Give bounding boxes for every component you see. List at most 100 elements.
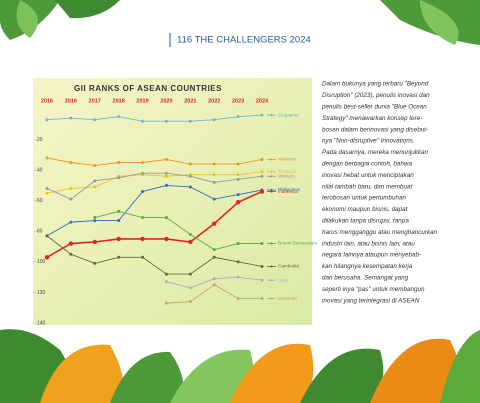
legend-label: Cambodia (278, 264, 299, 269)
data-point (93, 219, 97, 223)
x-tick-label: 2023 (232, 98, 244, 104)
article: Dalam bukunya yang terbaru "Beyond Disrup… (321, 81, 438, 305)
data-point (141, 161, 145, 164)
data-point (236, 193, 240, 197)
data-point (141, 216, 145, 220)
data-point (93, 179, 97, 183)
data-point (93, 164, 97, 168)
article-line: bosan dalam berinovasi yang disebut- (322, 126, 428, 133)
article-line: dan berusaha. Semangat yang (322, 274, 409, 281)
data-point (212, 255, 216, 259)
x-tick-label: 2021 (184, 98, 196, 104)
data-point (93, 216, 97, 220)
data-point (141, 171, 145, 175)
data-point (45, 156, 49, 160)
article-line: seperti inya "pas" untuk membangun (322, 286, 425, 293)
y-tick-label: 100 (37, 259, 46, 265)
x-tick-label: 2024 (256, 98, 269, 104)
data-point (164, 280, 168, 284)
article-line: nilai tambah baru, dan membuat (322, 183, 413, 190)
legend-label: Thailand (278, 169, 296, 174)
data-point (212, 173, 216, 177)
legend-dot (270, 265, 273, 268)
article-line: negara lainnya ataupun menyebab- (322, 252, 421, 259)
data-point (260, 157, 264, 161)
article-line: harus mengganggu atau menghancurkan (322, 229, 438, 236)
article-line: terobosan untuk pertumbuhan (322, 195, 407, 202)
article-line: ekonomi maupun bisnis, dapat (322, 206, 408, 213)
data-point (236, 260, 240, 264)
data-point (235, 200, 241, 205)
data-point (236, 275, 240, 279)
data-point (188, 239, 193, 245)
x-tick-label: 2022 (208, 98, 220, 104)
data-point (141, 119, 145, 123)
data-point (236, 115, 240, 119)
data-point (260, 170, 264, 174)
series-line (46, 157, 263, 167)
data-point (93, 261, 97, 265)
data-point (164, 183, 168, 187)
data-point (164, 119, 168, 123)
legend-dot (270, 170, 273, 173)
legend-label: Laos (278, 277, 289, 282)
legend-dot (270, 158, 273, 161)
series-line (46, 190, 263, 258)
data-point (164, 157, 168, 161)
data-point (93, 118, 97, 122)
data-point (45, 186, 49, 190)
data-point (69, 161, 73, 164)
data-point (69, 186, 73, 190)
legend-label: Malaysia (278, 157, 297, 162)
article-line: Strategy" menawarkan konsep tere- (322, 115, 422, 122)
article-line: kan hilangnya kesempatan kerja (322, 263, 413, 270)
chart-title: GII RANKS OF ASEAN COUNTRIES (74, 84, 222, 93)
legend-dot (270, 190, 273, 193)
data-point (69, 197, 73, 201)
x-tick-label: 2017 (89, 98, 101, 104)
data-point (164, 174, 168, 178)
data-point (212, 283, 216, 287)
data-point (93, 185, 97, 189)
legend-dot (270, 279, 273, 282)
legend-dot (270, 114, 273, 117)
article-line: nya "Non-disruptive" Innovations. (322, 138, 415, 145)
data-point (212, 248, 216, 252)
data-point (236, 173, 240, 177)
data-point (212, 180, 216, 184)
y-tick-label: 140 (37, 320, 46, 326)
data-point (188, 232, 192, 236)
data-point (188, 185, 192, 189)
data-point (260, 264, 264, 268)
data-point (188, 286, 192, 290)
x-tick-label: 2020 (160, 98, 172, 104)
series-line (46, 184, 263, 237)
article-line: dengan berbagai contoh, bahwa (322, 160, 412, 167)
legend-dot (270, 242, 273, 245)
series-line (46, 114, 263, 122)
legend-label: Philippines (278, 187, 301, 192)
y-tick-label: 60 (37, 198, 43, 204)
x-tick-label: 2019 (136, 98, 148, 104)
data-point (260, 242, 264, 246)
data-point (45, 191, 49, 195)
chart: 20 40 60 80 100 120 140 2016 2016 2017 2018 2019 202… (34, 98, 317, 326)
data-point (117, 161, 121, 164)
data-point (188, 119, 192, 123)
x-tick-label: 2018 (113, 98, 125, 104)
data-point (212, 197, 216, 201)
y-tick-label: 80 (37, 229, 43, 235)
series-line (46, 235, 263, 275)
legend-dot (270, 175, 273, 178)
data-point (188, 162, 192, 166)
legend-label: Myanmar (278, 296, 298, 301)
article-line: inovasi yang terintegrasi di ASEAN (322, 297, 420, 304)
legend-dot (270, 297, 273, 300)
data-point (212, 221, 217, 226)
data-point (236, 177, 240, 181)
data-point (140, 236, 145, 242)
data-point (117, 115, 121, 119)
data-point (69, 252, 73, 256)
data-point (164, 236, 169, 242)
